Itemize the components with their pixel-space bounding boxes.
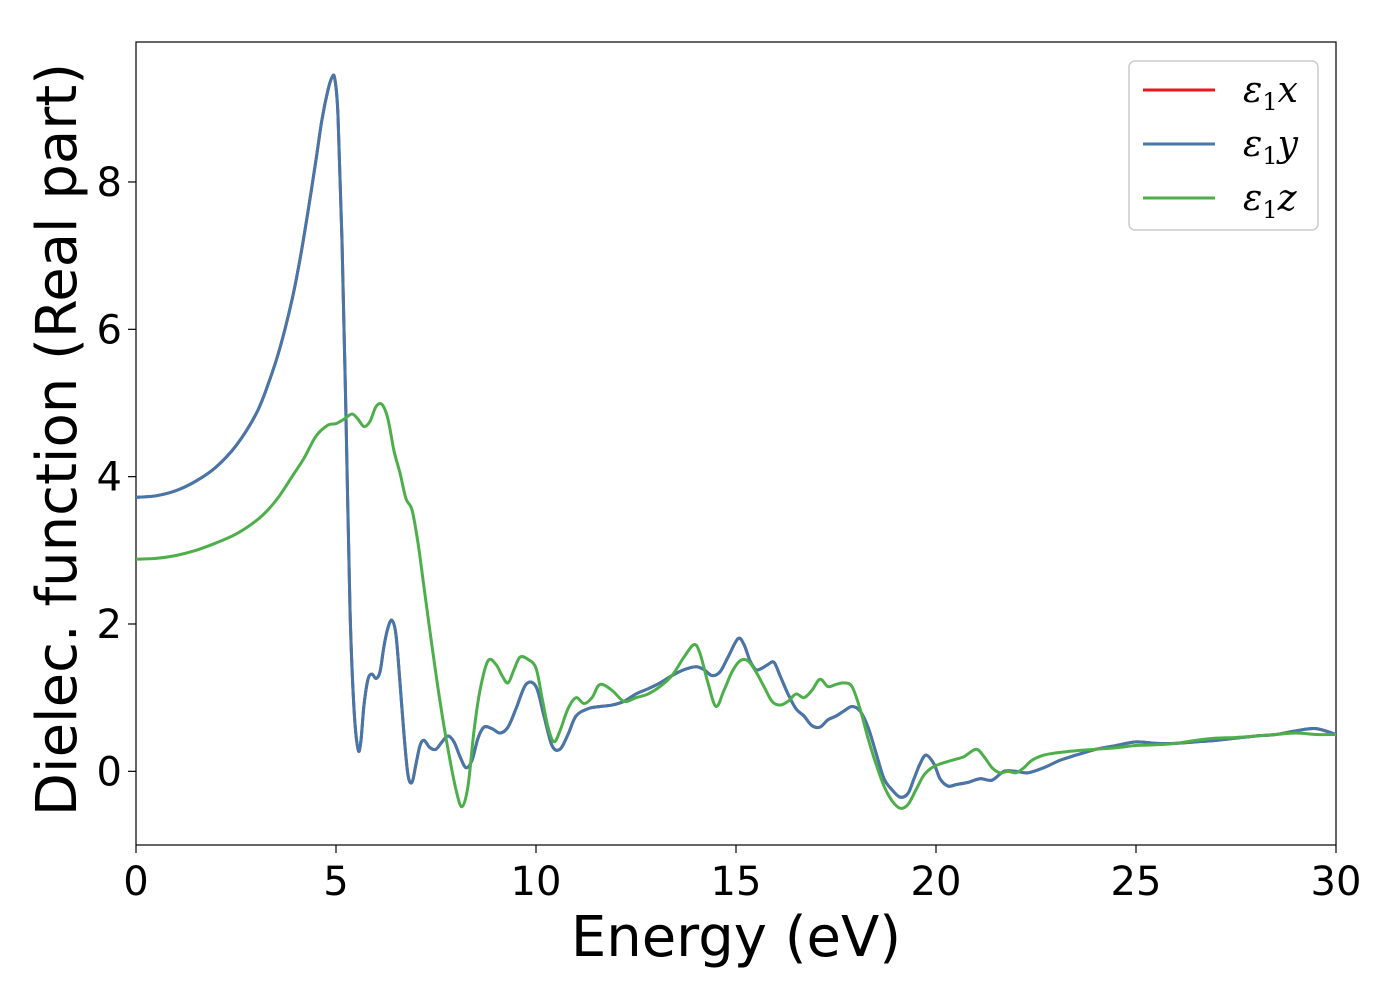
series-line-z: [136, 401, 1336, 810]
x-axis-ticks: 0 5 10 15 20 25 30: [123, 845, 1361, 905]
legend-label-x: ε1x: [1243, 70, 1298, 116]
legend-box: [1128, 60, 1319, 231]
y-tick-label: 4: [97, 455, 122, 501]
y-tick-label: 8: [97, 160, 122, 206]
x-tick-label: 0: [123, 859, 148, 905]
x-tick-label: 5: [323, 859, 348, 905]
y-tick-label: 0: [97, 749, 122, 795]
legend-label-y: ε1y: [1243, 124, 1299, 170]
x-tick-label: 25: [1111, 859, 1162, 905]
legend-label-z: ε1z: [1243, 178, 1298, 224]
x-axis-label: Energy (eV): [571, 905, 901, 970]
x-tick-label: 30: [1311, 859, 1362, 905]
y-axis-ticks: 0 2 4 6 8: [97, 160, 136, 795]
y-tick-label: 2: [97, 602, 122, 648]
y-axis-label: Dielec. function (Real part): [25, 63, 90, 816]
series-line-y: [136, 73, 1336, 799]
x-tick-label: 10: [511, 859, 562, 905]
y-tick-label: 6: [97, 307, 122, 353]
x-tick-label: 15: [711, 859, 762, 905]
legend: ε1x ε1y ε1z: [1128, 60, 1319, 231]
series-layer: [136, 73, 1336, 810]
x-tick-label: 20: [911, 859, 962, 905]
